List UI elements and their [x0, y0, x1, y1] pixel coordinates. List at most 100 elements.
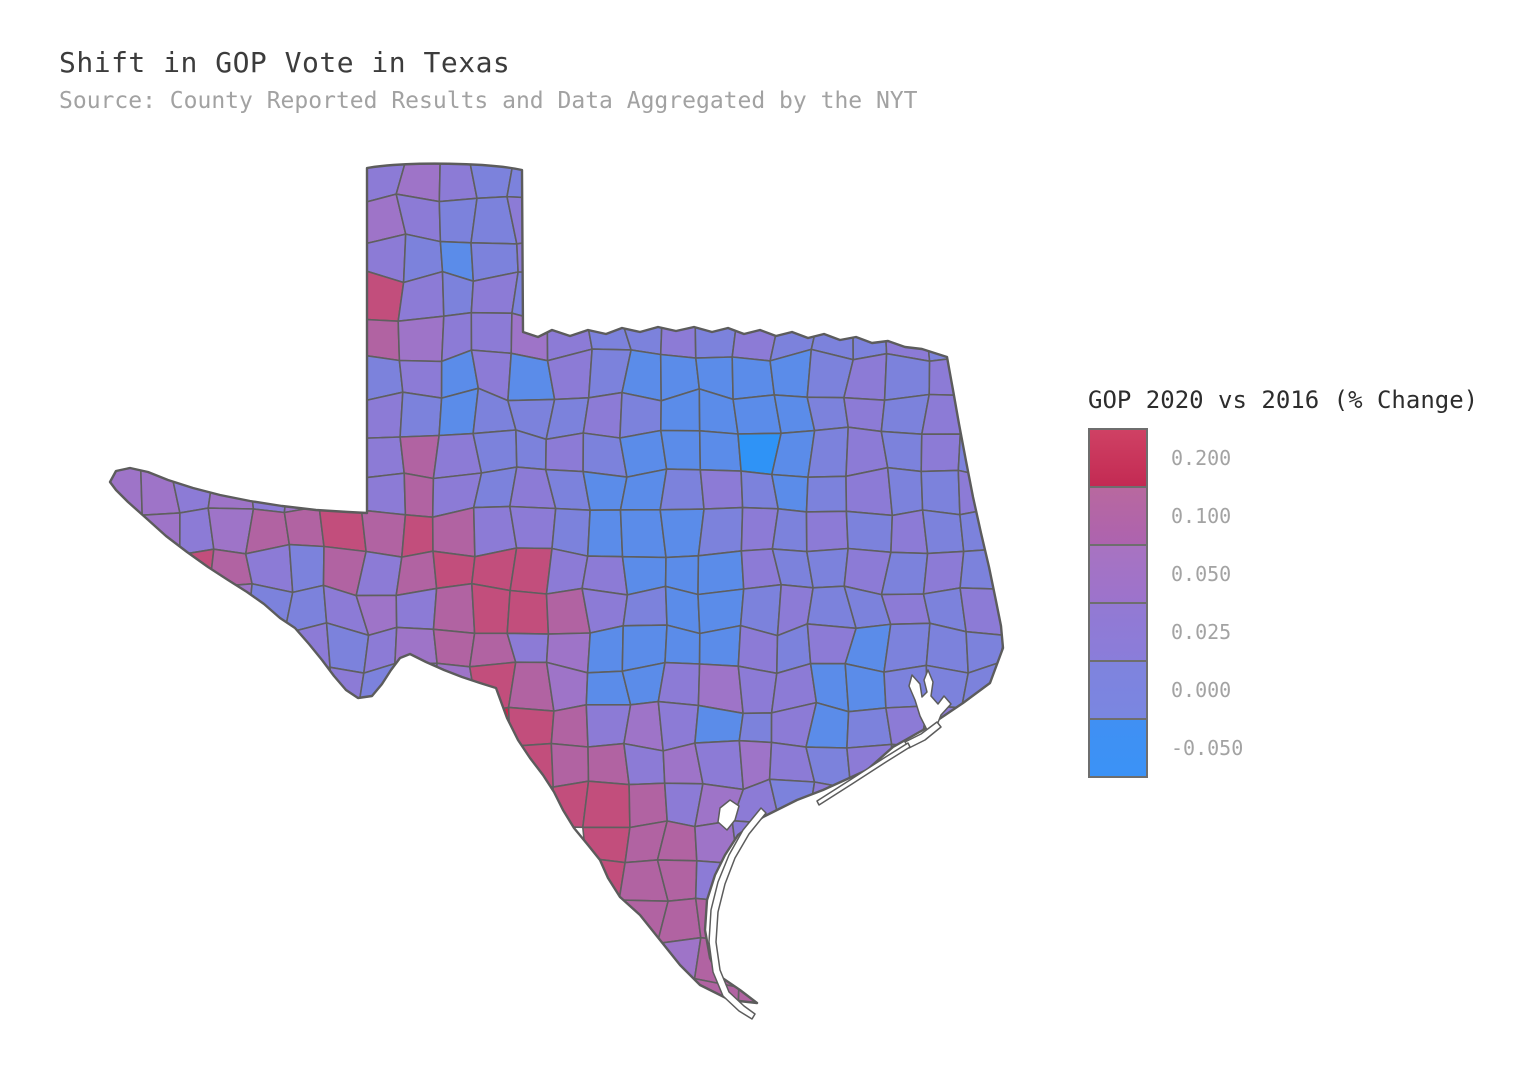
county-shape — [957, 469, 1003, 516]
county-shape — [510, 312, 549, 362]
county-shape — [355, 436, 406, 480]
county-shape — [432, 582, 476, 635]
county-shape — [806, 396, 850, 432]
county-shape — [290, 666, 332, 711]
county-shape — [586, 509, 624, 558]
county-shape — [699, 468, 744, 510]
county-shape — [582, 896, 623, 944]
county-shape — [883, 622, 931, 673]
county-shape — [432, 628, 476, 668]
county-shape — [509, 547, 553, 595]
county-shape — [246, 632, 295, 669]
county-shape — [550, 703, 589, 748]
county-shape — [890, 509, 929, 555]
county-shape — [581, 780, 631, 829]
county-shape — [737, 665, 778, 715]
legend-swatch — [1088, 602, 1148, 662]
county-shape — [659, 429, 702, 471]
county-shape — [619, 508, 667, 559]
legend-swatches: 0.200 0.100 0.050 0.025 0.000 -0.050 — [1088, 428, 1478, 778]
coastal-detail — [908, 669, 952, 733]
county-shape — [920, 469, 961, 516]
county-shape — [394, 662, 438, 711]
legend-item: 0.050 — [1088, 544, 1478, 604]
county-shape — [920, 433, 962, 473]
coastal-detail — [816, 742, 911, 806]
county-shape — [288, 543, 325, 594]
legend-item: -0.050 — [1088, 718, 1478, 778]
county-shape — [924, 314, 966, 362]
county-shape — [395, 587, 438, 631]
county-shape — [843, 396, 886, 433]
county-shape — [355, 472, 407, 516]
county-shape — [957, 352, 997, 397]
legend-label: 0.100 — [1171, 504, 1232, 528]
county-shape — [623, 700, 665, 752]
county-shape — [771, 507, 808, 553]
texas-choropleth-map — [108, 162, 1005, 1020]
county-shape — [883, 352, 931, 402]
county-shape — [805, 475, 848, 513]
county-shape — [925, 622, 970, 674]
county-shape — [732, 394, 782, 435]
county-shape — [959, 587, 1003, 637]
county-shape — [355, 391, 404, 440]
county-shape — [400, 513, 434, 558]
county-shape — [628, 782, 669, 829]
legend-label: 0.000 — [1171, 678, 1232, 702]
county-shape — [587, 742, 630, 786]
county-shape — [550, 742, 590, 788]
county-shape — [845, 510, 894, 554]
county-shape — [508, 505, 557, 550]
county-shape — [318, 474, 363, 512]
county-shape — [399, 391, 443, 438]
county-shape — [880, 393, 931, 436]
legend-label: 0.025 — [1171, 620, 1232, 644]
county-shape — [139, 465, 181, 517]
county-shape — [207, 465, 255, 510]
county-shape — [845, 466, 894, 517]
county-shape — [805, 510, 849, 553]
county-shape — [507, 706, 555, 748]
county-shape — [432, 550, 476, 590]
page-subtitle: Source: County Reported Results and Data… — [59, 88, 918, 114]
legend-swatch — [1088, 544, 1148, 604]
legend-item: 0.000 — [1088, 660, 1478, 720]
county-shape — [770, 473, 809, 513]
county-shape — [471, 740, 512, 786]
coastal-detail — [717, 799, 740, 831]
county-shape — [698, 429, 742, 472]
county-shape — [807, 426, 850, 479]
county-shape — [880, 593, 931, 626]
county-shape — [620, 940, 664, 986]
legend-label: 0.050 — [1171, 562, 1232, 586]
legend: GOP 2020 vs 2016 (% Change) 0.200 0.100 0.… — [1088, 386, 1478, 778]
legend-item: 0.100 — [1088, 486, 1478, 546]
legend-swatch — [1088, 660, 1148, 720]
county-shape — [110, 514, 143, 550]
county-shape — [431, 506, 476, 558]
county-shape — [844, 662, 887, 713]
county-shape — [399, 434, 440, 480]
county-shape — [698, 624, 742, 668]
legend-item: 0.025 — [1088, 602, 1478, 662]
county-shape — [586, 624, 625, 674]
county-shape — [805, 547, 849, 589]
coastal-detail — [708, 807, 767, 1020]
county-shape — [506, 589, 550, 635]
county-shape — [581, 826, 631, 864]
county-shape — [403, 472, 435, 519]
county-shape — [659, 316, 697, 359]
county-shape — [959, 505, 1003, 553]
county-shape — [657, 661, 701, 707]
legend-label: -0.050 — [1171, 736, 1244, 760]
county-shape — [467, 163, 514, 200]
legend-swatch — [1088, 428, 1148, 488]
legend-swatch — [1088, 718, 1148, 778]
county-shape — [886, 466, 924, 517]
county-shape — [623, 742, 666, 786]
legend-title: GOP 2020 vs 2016 (% Change) — [1088, 386, 1479, 414]
county-shape — [582, 470, 628, 512]
county-shape — [697, 550, 745, 596]
